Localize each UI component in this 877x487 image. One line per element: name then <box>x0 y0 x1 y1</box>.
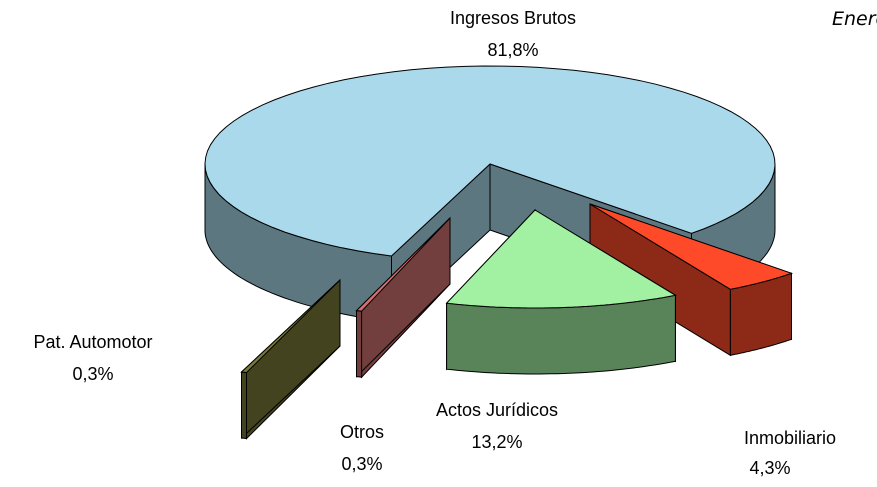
value-label: 4,3% <box>749 458 791 478</box>
slice-label: Actos Jurídicos <box>435 400 559 420</box>
slice-label: Pat. Automotor <box>33 332 153 352</box>
slice <box>355 217 451 312</box>
slice-label: Otros <box>339 422 385 442</box>
slice <box>204 65 776 257</box>
value-label: 81,8% <box>487 40 539 60</box>
slice <box>445 209 677 309</box>
slice-label: Inmobiliario <box>743 428 837 448</box>
slice-side <box>241 371 247 440</box>
slice <box>240 279 341 374</box>
slice <box>589 203 794 290</box>
value-label: 13,2% <box>471 432 523 452</box>
slice-label: Ingresos Brutos <box>449 8 577 28</box>
value-label: 0,3% <box>72 364 114 384</box>
chart-title: Enero <box>832 8 877 30</box>
value-label: 0,3% <box>341 454 383 474</box>
slice-side <box>356 310 363 378</box>
